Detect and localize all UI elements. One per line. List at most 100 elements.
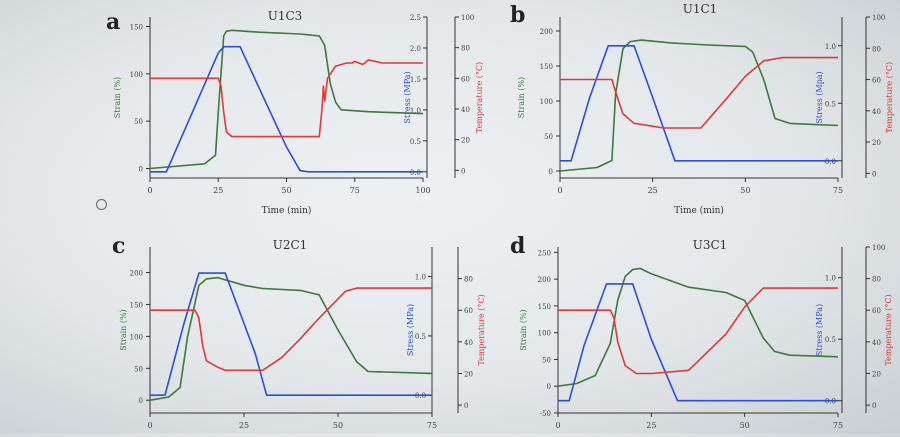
stress-tick-label: 2.0 (410, 45, 421, 53)
temperature-tick-label: 20 (461, 137, 470, 145)
x-tick-label: 25 (213, 186, 223, 195)
x-tick-label: 50 (281, 186, 291, 195)
stress-series-line (150, 45, 423, 173)
temperature-tick-label: 80 (464, 276, 473, 284)
strain-tick-label: 200 (540, 28, 553, 36)
strain-axis-label: Strain (%) (517, 77, 526, 118)
strain-tick-label: -50 (540, 410, 551, 418)
x-tick-label: 100 (415, 186, 430, 195)
strain-tick-label: 0 (549, 168, 553, 176)
strain-series-line (557, 267, 839, 387)
temperature-axis-label: Temperature (°C) (885, 62, 894, 133)
x-tick-label: 0 (555, 421, 560, 430)
strain-axis-label: Strain (%) (519, 309, 528, 350)
stress-series-line (150, 272, 432, 397)
temperature-series-line (150, 59, 423, 138)
temperature-tick-label: 20 (872, 139, 881, 147)
stress-tick-label: 1.0 (825, 275, 836, 283)
temperature-tick-label: 60 (461, 75, 470, 83)
stress-tick-label: 0.5 (825, 100, 836, 108)
x-tick-label: 75 (833, 186, 843, 195)
stress-tick-label: 1.5 (410, 76, 421, 84)
strain-axis-label: Strain (%) (119, 309, 128, 350)
x-axis-label: Time (min) (674, 205, 724, 216)
panel-title: U1C3 (268, 9, 303, 23)
strain-tick-label: 100 (540, 98, 553, 106)
strain-tick-label: 150 (130, 301, 143, 309)
chart-panel-a: a U1C3 0 25 50 75 100 Time (min) 0 50 100 150 Strain… (106, 9, 484, 216)
x-tick-label: 50 (740, 186, 750, 195)
x-tick-label: 25 (239, 421, 249, 430)
stress-tick-label: 1.0 (825, 43, 836, 51)
panel-title: U1C1 (683, 2, 718, 16)
strain-tick-label: 150 (538, 303, 551, 311)
temperature-tick-label: 0 (461, 167, 465, 175)
strain-tick-label: 0 (547, 383, 551, 391)
x-tick-label: 0 (147, 421, 152, 430)
temperature-tick-label: 20 (872, 370, 881, 378)
stress-series-line (560, 44, 838, 162)
x-tick-label: 75 (350, 186, 360, 195)
x-tick-label: 25 (646, 421, 656, 430)
temperature-series-line (560, 56, 838, 129)
temperature-tick-label: 60 (872, 77, 881, 85)
strain-series-line (149, 276, 433, 401)
stress-tick-label: 0.0 (415, 392, 426, 400)
temperature-tick-label: 0 (464, 402, 468, 410)
temperature-tick-label: 40 (872, 108, 881, 116)
panel-title: U2C1 (273, 238, 308, 252)
strain-axis-label: Strain (%) (113, 77, 122, 118)
strain-tick-label: 100 (130, 333, 143, 341)
strain-tick-label: 150 (130, 23, 143, 31)
panel-letter: a (106, 9, 120, 35)
stress-tick-label: 0.0 (410, 169, 421, 177)
temperature-tick-label: 20 (464, 370, 473, 378)
temperature-tick-label: 80 (872, 45, 881, 53)
strain-tick-label: 150 (540, 63, 553, 71)
panel-letter: c (112, 233, 125, 259)
temperature-tick-label: 100 (461, 14, 474, 22)
temperature-series-line (558, 287, 838, 375)
x-tick-label: 50 (740, 421, 750, 430)
x-tick-label: 0 (147, 186, 152, 195)
circle-mark-icon (96, 199, 107, 210)
stress-tick-label: 1.0 (410, 107, 421, 115)
temperature-axis-label: Temperature (°C) (884, 294, 893, 365)
temperature-tick-label: 100 (872, 14, 885, 22)
x-tick-label: 0 (557, 186, 562, 195)
panel-title: U3C1 (693, 238, 728, 252)
strain-tick-label: 200 (130, 270, 143, 278)
stress-tick-label: 1.0 (415, 274, 426, 282)
temperature-series-line (150, 287, 432, 372)
strain-tick-label: 100 (538, 330, 551, 338)
stress-tick-label: 0.0 (825, 398, 836, 406)
stress-axis-label: Stress (MPa) (815, 304, 824, 356)
strain-tick-label: 50 (544, 133, 553, 141)
x-tick-label: 25 (648, 186, 658, 195)
strain-tick-label: 50 (542, 356, 551, 364)
x-tick-label: 75 (427, 421, 437, 430)
temperature-tick-label: 40 (461, 106, 470, 114)
temperature-axis-label: Temperature (°C) (477, 294, 486, 365)
panel-letter: b (510, 2, 525, 28)
temperature-tick-label: 80 (872, 276, 881, 284)
x-tick-label: 50 (333, 421, 343, 430)
strain-tick-label: 250 (538, 249, 551, 257)
stress-series-line (558, 283, 838, 402)
temperature-tick-label: 80 (461, 45, 470, 53)
temperature-axis-label: Temperature (°C) (475, 62, 484, 133)
temperature-tick-label: 0 (872, 170, 876, 178)
stress-axis-label: Stress (Mpa) (815, 71, 824, 123)
stress-tick-label: 0.0 (825, 158, 836, 166)
temperature-tick-label: 40 (872, 339, 881, 347)
strain-tick-label: 200 (538, 276, 551, 284)
strain-tick-label: 100 (130, 71, 143, 79)
strain-tick-label: 50 (134, 365, 143, 373)
strain-tick-label: 50 (134, 118, 143, 126)
stress-tick-label: 0.5 (415, 333, 426, 341)
strain-tick-label: 0 (139, 397, 143, 405)
